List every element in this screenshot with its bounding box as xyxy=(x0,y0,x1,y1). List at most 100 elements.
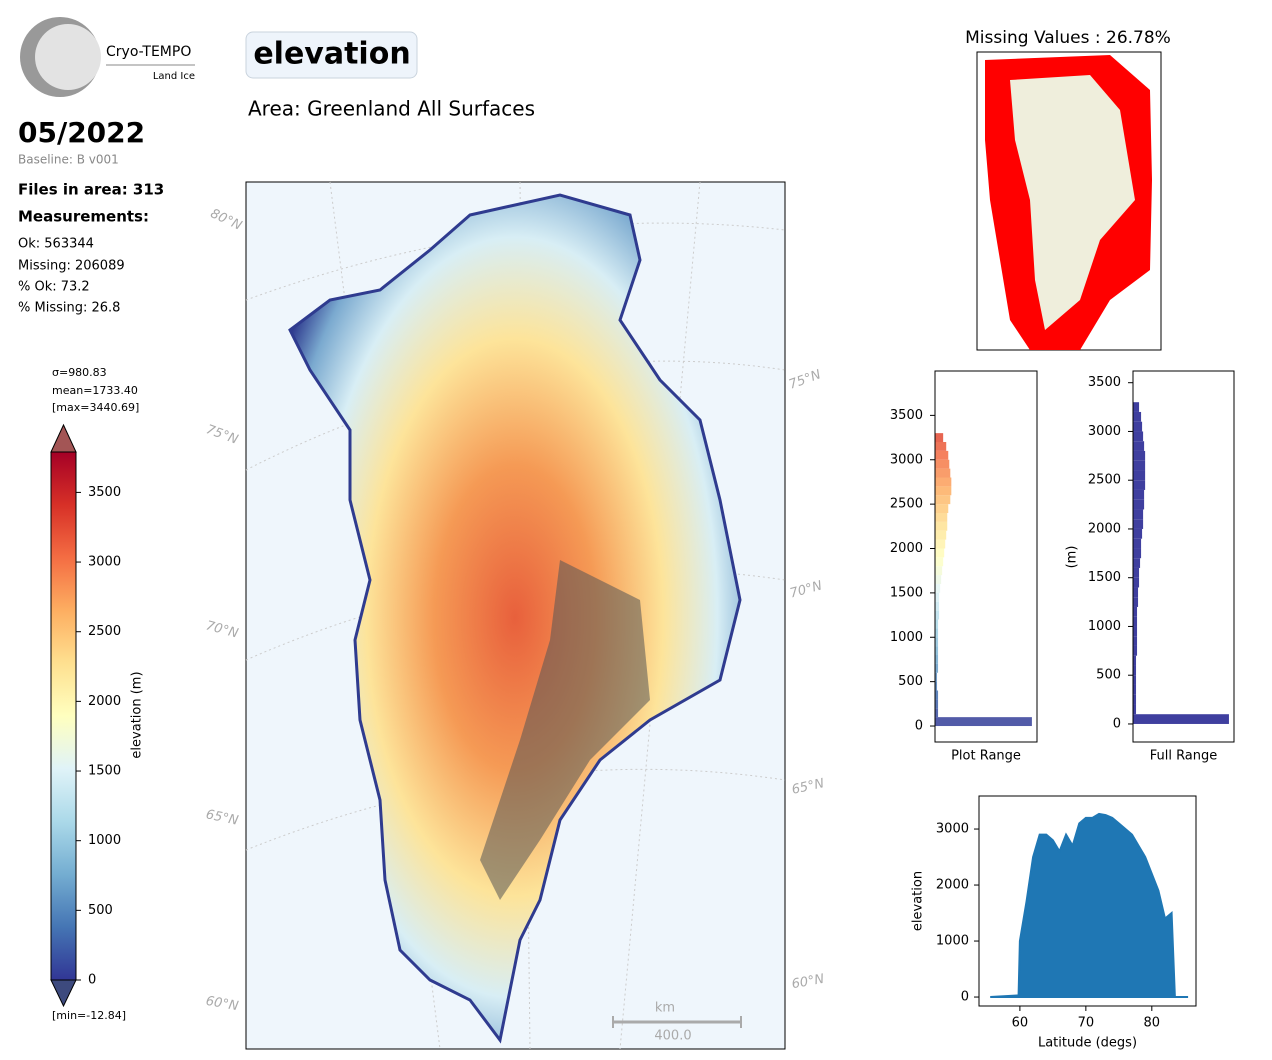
y-tick-label: 1500 xyxy=(890,585,923,600)
bar xyxy=(935,672,938,682)
y-tick-label: 2500 xyxy=(890,497,923,512)
bar xyxy=(935,628,939,638)
bar xyxy=(1133,665,1137,676)
y-tick-label: 0 xyxy=(88,973,96,988)
y-tick-label: 2500 xyxy=(88,624,121,639)
bar xyxy=(935,637,939,647)
bar xyxy=(935,575,942,585)
colorbar xyxy=(51,452,76,980)
bar xyxy=(1133,460,1146,471)
bar xyxy=(935,566,943,576)
bar xyxy=(1133,606,1138,617)
scale-unit: km xyxy=(655,1001,675,1016)
bar xyxy=(935,619,939,629)
bar xyxy=(1133,645,1138,656)
y-tick-label: 1500 xyxy=(88,764,121,779)
bar xyxy=(1133,587,1139,598)
annotation: [max=3440.69] xyxy=(52,401,139,414)
bar xyxy=(935,539,946,549)
plot-frame xyxy=(978,795,1197,1007)
bar xyxy=(935,495,951,505)
bar xyxy=(1133,704,1137,715)
stat: % Ok: 73.2 xyxy=(18,280,90,295)
bar xyxy=(1133,431,1144,442)
colorbar-extend xyxy=(50,423,77,453)
bar xyxy=(935,699,939,709)
y-tick-label: 2500 xyxy=(1088,473,1121,488)
bar xyxy=(935,477,952,487)
bar xyxy=(1133,421,1143,432)
missing-title: Missing Values : 26.78% xyxy=(965,28,1171,48)
lat-label: 70°N xyxy=(788,578,824,601)
stat: Missing: 206089 xyxy=(18,259,125,274)
lat-label: 80°N xyxy=(208,206,244,234)
bar xyxy=(1133,548,1142,559)
bar xyxy=(935,513,948,522)
measurements: Measurements: xyxy=(18,208,149,226)
x-tick-label: 60 xyxy=(1012,1016,1029,1031)
bar xyxy=(1133,480,1146,490)
bar xyxy=(1133,450,1146,461)
baseline: Baseline: B v001 xyxy=(18,153,119,167)
y-axis-label: elevation (m) xyxy=(130,671,145,758)
bar xyxy=(935,450,949,460)
bar xyxy=(1133,655,1137,666)
bar xyxy=(935,655,939,664)
y-tick-label: 0 xyxy=(961,990,969,1005)
colorbar-frame xyxy=(50,451,77,981)
bar xyxy=(935,601,940,611)
x-axis-label: Latitude (degs) xyxy=(1038,1036,1137,1051)
bar xyxy=(935,459,950,469)
y-tick-label: 1000 xyxy=(88,833,121,848)
stat: Ok: 563344 xyxy=(18,237,94,252)
bar xyxy=(1133,616,1138,627)
logo-sub: Land Ice xyxy=(153,71,195,82)
bar xyxy=(1133,470,1146,481)
bar xyxy=(1133,597,1139,607)
bar xyxy=(935,521,948,531)
y-tick-label: 2000 xyxy=(88,694,121,709)
lat-label: 70°N xyxy=(204,619,240,642)
x-axis-label: Full Range xyxy=(1150,749,1218,764)
bar xyxy=(1133,499,1145,510)
bar xyxy=(935,646,939,656)
x-tick-label: 70 xyxy=(1078,1016,1095,1031)
bar xyxy=(1133,441,1145,451)
y-tick-label: 3000 xyxy=(936,822,969,837)
annotation: mean=1733.40 xyxy=(52,384,138,397)
y-axis-label: (m) xyxy=(1065,546,1080,569)
scale-length: 400.0 xyxy=(654,1029,691,1044)
bar xyxy=(935,486,952,496)
y-tick-label: 3500 xyxy=(890,408,923,423)
y-tick-label: 3500 xyxy=(1088,375,1121,390)
date: 05/2022 xyxy=(18,116,145,149)
bar xyxy=(935,584,941,593)
colorbar-extend xyxy=(50,979,77,1008)
bar xyxy=(1133,684,1137,695)
y-tick-label: 2000 xyxy=(936,878,969,893)
y-tick-label: 500 xyxy=(1096,668,1121,683)
bar xyxy=(1133,509,1144,520)
y-tick-label: 1000 xyxy=(1088,619,1121,634)
y-tick-label: 2000 xyxy=(1088,521,1121,536)
bar xyxy=(1133,538,1142,549)
y-tick-label: 500 xyxy=(88,903,113,918)
y-tick-label: 3500 xyxy=(88,485,121,500)
annotation: σ=980.83 xyxy=(52,366,107,379)
bar xyxy=(935,548,945,558)
bar xyxy=(935,530,947,540)
bar xyxy=(1133,694,1137,705)
bar xyxy=(1133,558,1141,568)
missing-map: Missing Values : 26.78% xyxy=(965,28,1171,351)
bar xyxy=(935,681,938,691)
bar xyxy=(1133,489,1145,500)
map: km 400.0 80°N 75°N 70°N 65°N 60°N 75°N 7… xyxy=(204,181,826,1050)
bar xyxy=(1133,402,1140,412)
bar xyxy=(935,592,940,602)
bar xyxy=(1133,567,1140,578)
bar xyxy=(1133,528,1143,539)
y-tick-label: 0 xyxy=(1113,716,1121,731)
logo: Cryo-TEMPO Land Ice xyxy=(20,17,195,97)
y-tick-label: 3000 xyxy=(1088,424,1121,439)
